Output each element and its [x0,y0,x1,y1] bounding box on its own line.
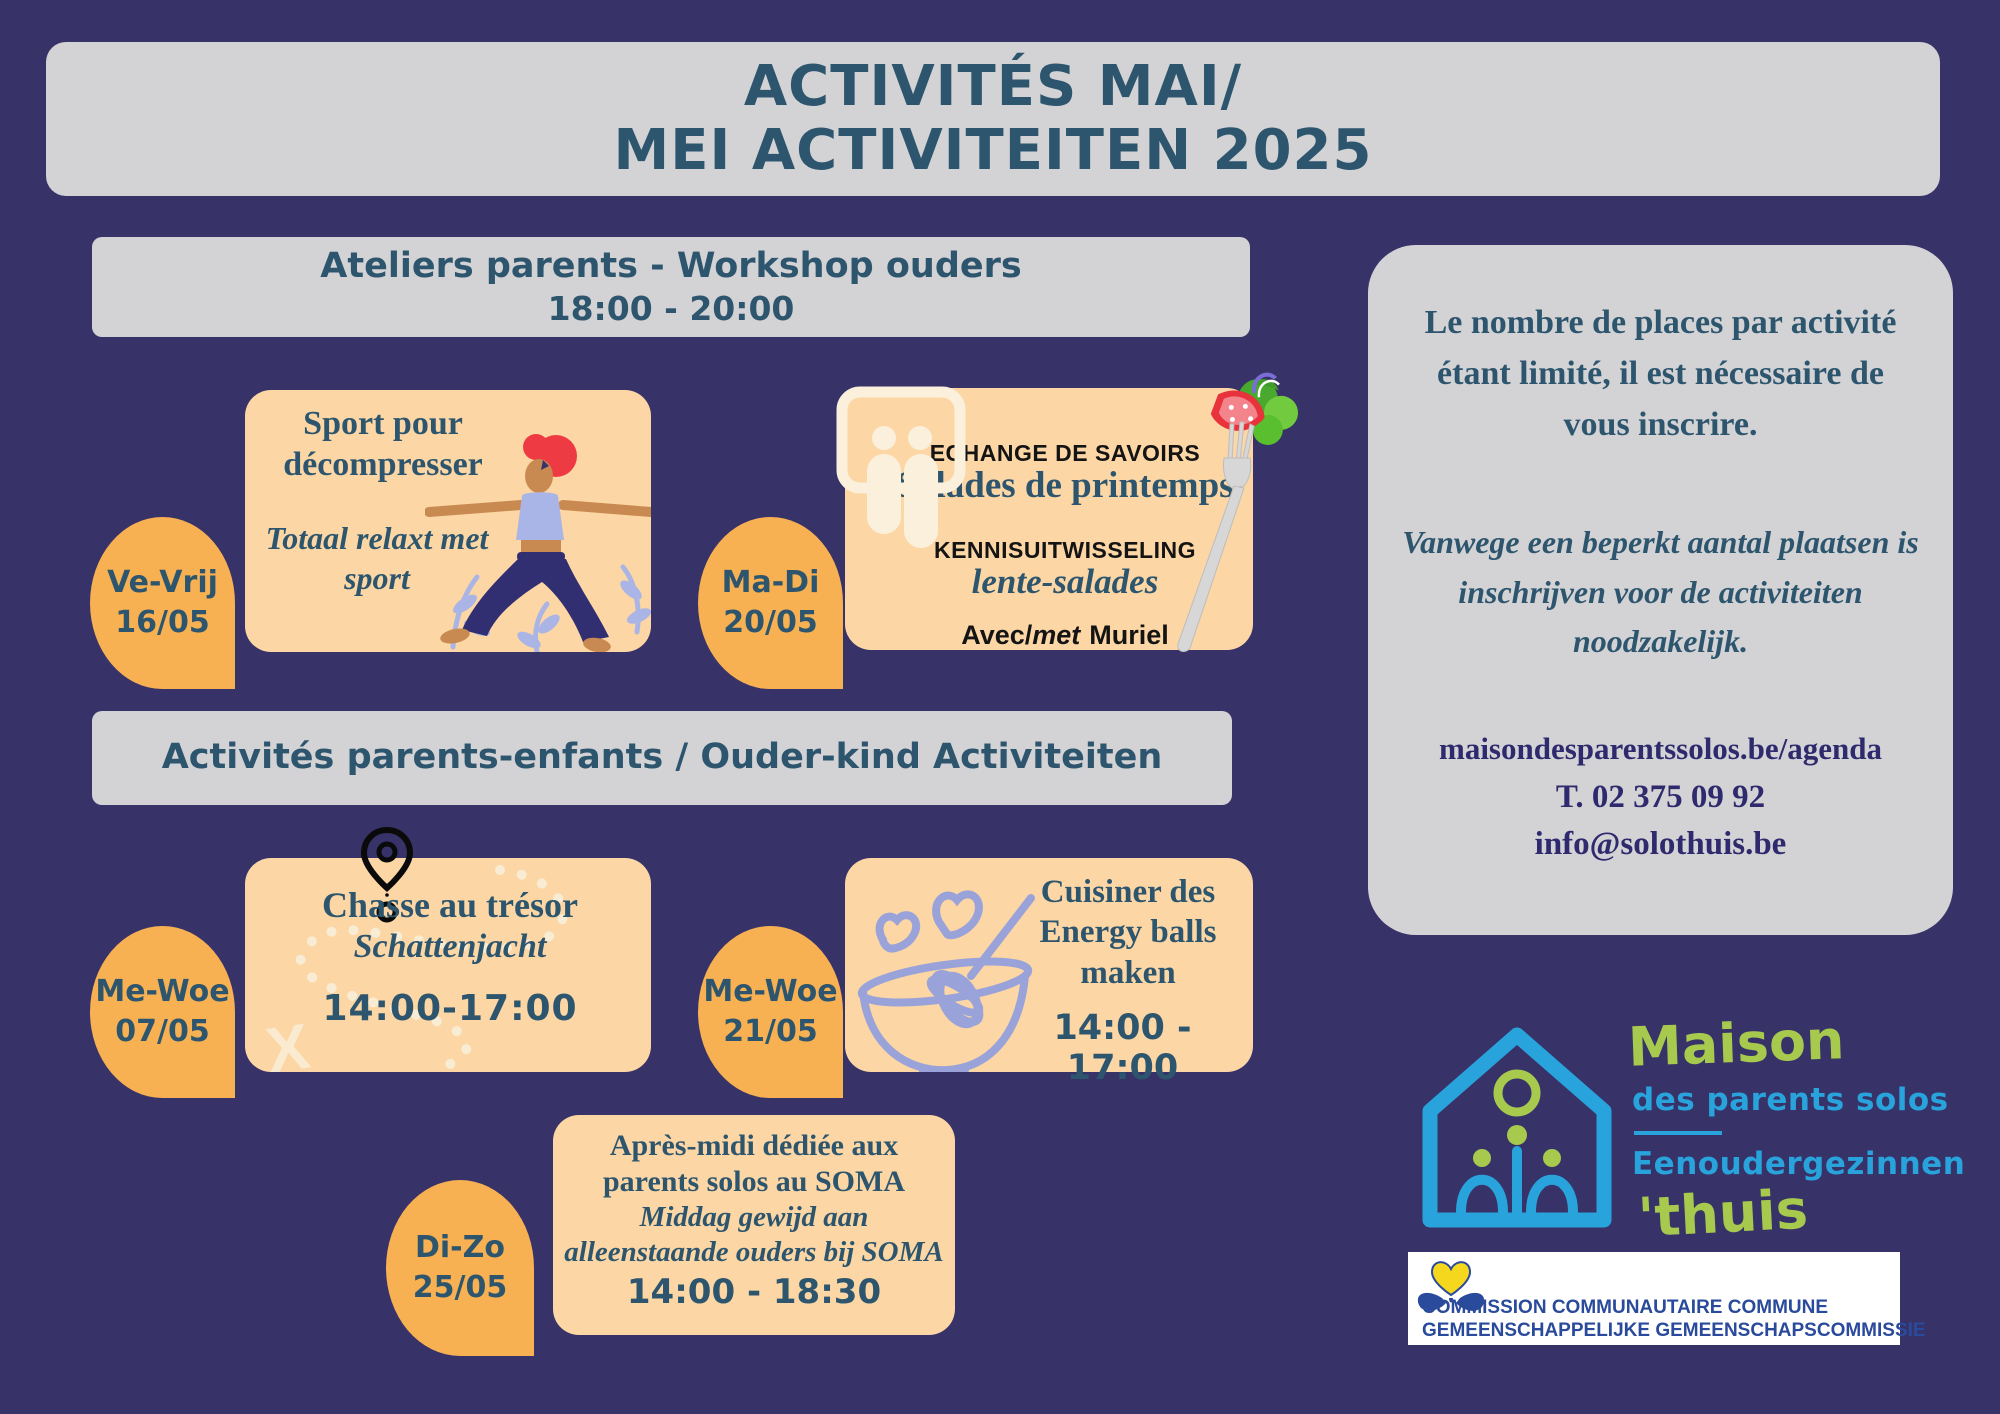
badge-date: 25/05 [412,1270,508,1305]
badge-day: Ve-Vrij [107,564,218,600]
badge-date: 16/05 [115,605,210,640]
event-salads-host: Avec/met Muriel [885,620,1245,651]
brand-name-fr: Maison [1626,1008,1846,1079]
event-treasure-title-nl: Schattenjacht [353,928,547,965]
event-cooking-title: Cuisiner des Energy balls maken [1039,874,1217,991]
badge-day: Me-Woe [703,973,838,1009]
event-salads-label-nl: KENNISUITWISSELING [933,537,1196,563]
event-soma-title-fr: Après-midi dédiée aux parents solos au S… [603,1129,905,1198]
event-sport-title-fr: Sport pour décompresser [283,405,483,483]
brand-divider [1634,1131,1722,1135]
event-salads-title-nl: lente-salades [971,562,1159,601]
info-text-fr: Le nombre de places par activité étant l… [1424,304,1897,443]
brand-name-nl: 'thuis [1636,1177,1810,1250]
poster-title-line1: ACTIVITÉS MAI/ [743,53,1243,119]
section-header-parent-child: Activités parents-enfants / Ouder-kind A… [92,711,1232,805]
info-phone: T. 02 375 09 92 [1555,778,1766,815]
date-badge-treasure: Me-Woe 07/05 [90,926,235,1098]
badge-date: 07/05 [115,1014,210,1049]
fork-with-salad-illustration [1177,372,1299,652]
event-card-treasure: X [245,858,651,1072]
section1-title: Ateliers parents - Workshop ouders [320,245,1022,286]
brand-tagline-nl: Eenoudergezinnen [1632,1146,1966,1182]
host-name: Muriel [1089,620,1169,650]
info-text-nl: Vanwege een beperkt aantal plaatsen is i… [1402,524,1919,660]
cocom-line1: COMMISSION COMMUNAUTAIRE COMMUNE [1422,1297,1829,1318]
host-prefix: Avec/ [961,620,1033,650]
poster-title-line2: MEI ACTIVITEITEN 2025 [613,118,1373,183]
info-website: maisondesparentssolos.be/agenda [1439,730,1882,766]
event-soma-title-nl: Middag gewijd aan alleenstaande ouders b… [564,1201,944,1268]
dotted-trail-illustration: X [262,865,569,1072]
event-treasure-time: 14:00-17:00 [322,988,578,1029]
event-card-soma [553,1115,955,1335]
location-pin-icon [360,826,414,923]
event-sport-title-nl: Totaal relaxt met sport [265,520,489,596]
iris-heart-logo [1417,1261,1485,1311]
badge-day: Me-Woe [95,973,230,1009]
badge-day: Di-Zo [415,1229,505,1265]
event-treasure-title-fr: Chasse au trésor [322,885,578,925]
info-email: info@solothuis.be [1534,825,1787,862]
registration-info-panel: Le nombre de places par activité étant l… [1368,245,1953,935]
badge-date: 21/05 [723,1014,818,1049]
cocom-logo-box [1408,1252,1900,1345]
event-soma-time: 14:00 - 18:30 [626,1272,882,1312]
section-header-workshops: Ateliers parents - Workshop ouders 18:00… [92,237,1250,337]
date-badge-salads: Ma-Di 20/05 [698,517,843,689]
event-card-cooking [845,858,1253,1072]
badge-day: Ma-Di [721,564,820,600]
cocom-line2: GEMEENSCHAPPELIJKE GEMEENSCHAPSCOMMISSIE [1422,1320,1926,1341]
event-salads-label-fr: ECHANGE DE SAVOIRS [929,440,1201,466]
yoga-pose-illustration [425,434,651,652]
date-badge-cooking: Me-Woe 21/05 [698,926,843,1098]
date-badge-sport: Ve-Vrij 16/05 [90,517,235,689]
house-family-logo [1422,1027,1612,1228]
section1-time: 18:00 - 20:00 [547,289,795,329]
badge-date: 20/05 [723,605,818,640]
event-card-sport: Sport pour décompresser Totaal relaxt me… [245,390,651,652]
host-met: met [1032,620,1081,650]
section2-title: Activités parents-enfants / Ouder-kind A… [161,737,1163,778]
event-cooking-time: 14:00 - 17:00 [1053,1008,1192,1088]
mixing-bowl-whisk-icon [857,890,1035,1072]
brand-tagline-fr: des parents solos [1632,1082,1949,1118]
title-banner: ACTIVITÉS MAI/ MEI ACTIVITEITEN 2025 [46,42,1940,196]
people-in-frame-icon [836,386,966,548]
date-badge-soma: Di-Zo 25/05 [386,1180,534,1356]
